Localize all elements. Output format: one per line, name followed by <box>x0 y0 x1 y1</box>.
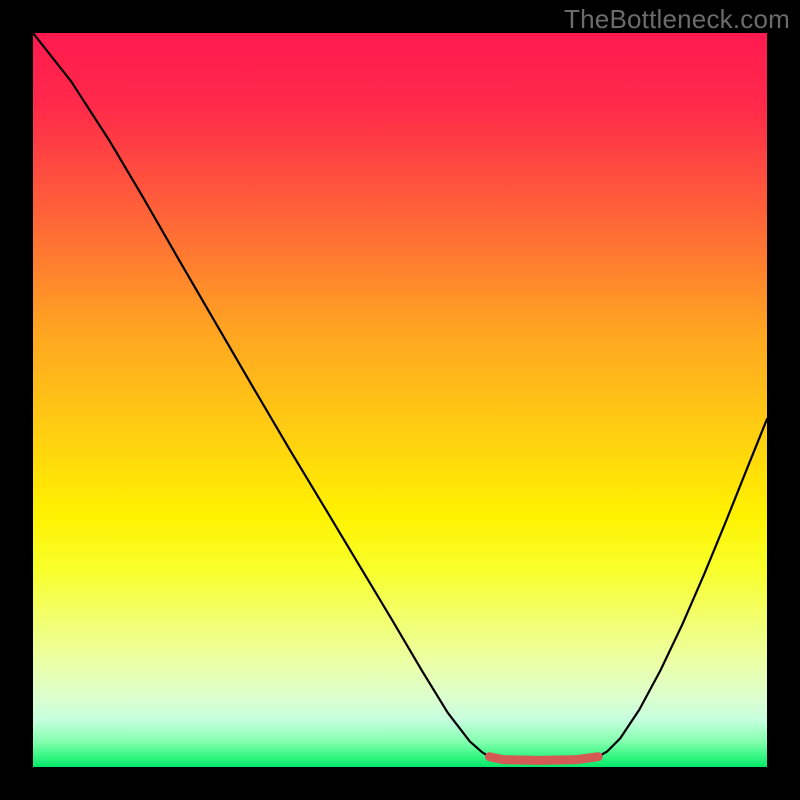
chart-root: TheBottleneck.com <box>0 0 800 800</box>
plot-area <box>33 33 767 767</box>
curve-right <box>598 419 767 757</box>
watermark-text: TheBottleneck.com <box>564 4 790 35</box>
curve-flat-highlight <box>490 757 599 761</box>
curve-layer <box>33 33 767 767</box>
curve-main <box>33 33 490 757</box>
